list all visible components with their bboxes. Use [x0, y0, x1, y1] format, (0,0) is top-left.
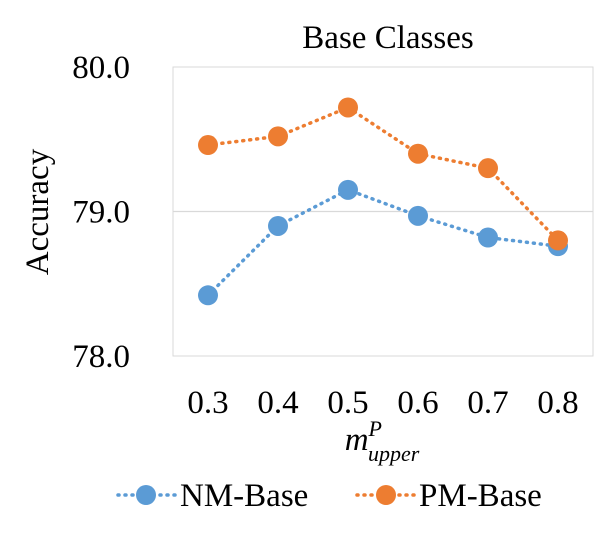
- data-point: [478, 227, 498, 248]
- series-nm-base: [198, 179, 568, 306]
- series-line: [206, 105, 560, 243]
- x-tick-label: 0.6: [397, 385, 438, 421]
- x-tick-label: 0.8: [537, 385, 578, 421]
- legend-marker: [376, 485, 396, 505]
- x-axis-label: mP upper: [345, 416, 420, 466]
- x-tick-label: 0.5: [327, 385, 368, 421]
- y-tick-label: 79.0: [72, 195, 130, 231]
- legend-item: PM-Base: [355, 478, 542, 514]
- data-point: [408, 143, 428, 164]
- x-tick-label: 0.7: [467, 385, 508, 421]
- y-tick-labels: 78.0 79.0 80.0: [72, 50, 130, 375]
- data-point: [338, 97, 358, 118]
- x-tick-label: 0.4: [257, 385, 298, 421]
- y-tick-label: 78.0: [72, 339, 130, 375]
- series-line: [206, 187, 560, 298]
- legend-item: NM-Base: [116, 478, 308, 514]
- data-point: [338, 179, 358, 200]
- x-axis-label-sup: P: [368, 416, 382, 441]
- y-tick-label: 80.0: [72, 50, 130, 86]
- data-point: [478, 158, 498, 179]
- data-point: [198, 135, 218, 156]
- legend: NM-Base PM-Base: [116, 478, 542, 514]
- x-axis-label-base: m: [345, 422, 369, 458]
- series-pm-base: [198, 97, 568, 251]
- data-point: [548, 230, 568, 251]
- series-layer: [198, 97, 568, 306]
- x-tick-label: 0.3: [187, 385, 228, 421]
- legend-marker: [136, 485, 156, 505]
- x-tick-labels: 0.3 0.4 0.5 0.6 0.7 0.8: [187, 385, 578, 421]
- y-axis-label: Accuracy: [20, 148, 56, 275]
- data-point: [408, 205, 428, 226]
- data-point: [268, 126, 288, 147]
- legend-label: PM-Base: [419, 478, 542, 514]
- x-axis-label-sub: upper: [368, 441, 420, 466]
- data-point: [268, 215, 288, 236]
- legend-label: NM-Base: [180, 478, 308, 514]
- chart-title: Base Classes: [302, 20, 473, 56]
- data-point: [198, 285, 218, 306]
